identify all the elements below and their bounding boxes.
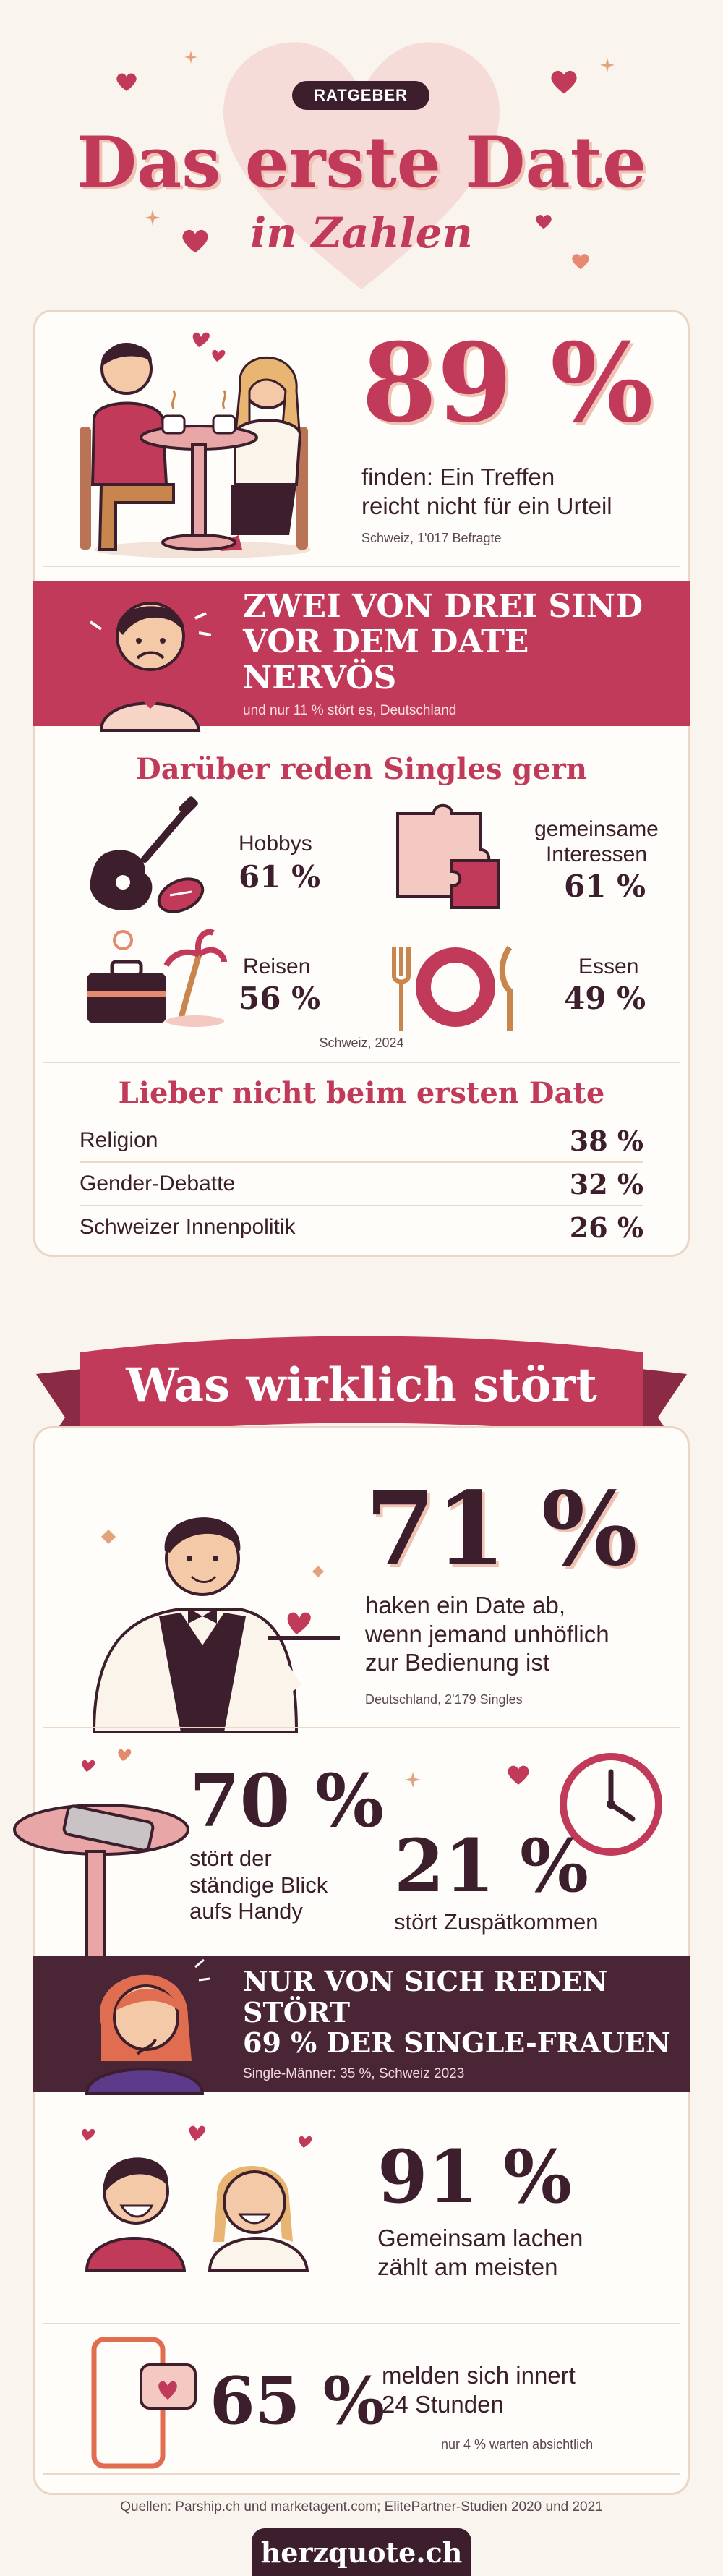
nervous-person-illustration bbox=[89, 602, 212, 732]
sparkle-icon bbox=[405, 1772, 421, 1788]
stat-65-text-line: 24 Stunden bbox=[382, 2390, 504, 2418]
clock-icon bbox=[560, 1753, 662, 1856]
heart-icon bbox=[508, 1765, 529, 1785]
topics-title: Darüber reden Singles gern bbox=[136, 752, 587, 786]
stat-21-text: stört Zuspätkommen bbox=[394, 1909, 599, 1935]
stat-70-text: stört der ständige Blick aufs Handy bbox=[189, 1846, 328, 1925]
avoid-row-value: 38 % bbox=[569, 1124, 643, 1157]
stat-89-text: finden: Ein Treffen reicht nicht für ein… bbox=[362, 463, 612, 520]
self-talk-title-line: 69 % DER SINGLE-FRAUEN bbox=[243, 2026, 671, 2060]
thinking-woman-illustration bbox=[85, 1958, 210, 2095]
divider bbox=[43, 1062, 680, 1063]
stat-65-text: melden sich innert 24 Stunden bbox=[382, 2361, 576, 2418]
stat-65-note: nur 4 % warten absichtlich bbox=[441, 2437, 594, 2452]
stat-70-value: 70 % bbox=[189, 1758, 384, 1843]
topic-label-line: Interessen bbox=[545, 842, 648, 866]
topics-source: Schweiz, 2024 bbox=[319, 1036, 404, 1050]
topic-value-interessen: 61 % bbox=[564, 869, 646, 904]
phone-on-table-illustration bbox=[13, 1749, 189, 1961]
stat-91-text: Gemeinsam lachen zählt am meisten bbox=[377, 2224, 583, 2281]
stat-71-source: Deutschland, 2'179 Singles bbox=[365, 1692, 523, 1707]
plate-cutlery-icon bbox=[392, 945, 513, 1031]
big-heart-icon bbox=[223, 42, 500, 289]
divider bbox=[43, 2323, 680, 2324]
travel-icon bbox=[87, 929, 227, 1027]
stat-89-text-line: finden: Ein Treffen bbox=[362, 464, 555, 490]
banner-title: Was wirklich stört bbox=[126, 1358, 597, 1412]
heart-icon bbox=[551, 70, 577, 94]
topic-value-hobbys: 61 % bbox=[239, 859, 320, 895]
sparkle-icon bbox=[184, 51, 197, 64]
phone-message-icon bbox=[91, 2337, 197, 2469]
avoid-row-label: Religion bbox=[80, 1128, 158, 1152]
self-talk-title-line: NUR VON SICH REDEN STÖRT bbox=[243, 1965, 608, 2029]
self-talk-note: Single-Männer: 35 %, Schweiz 2023 bbox=[243, 2065, 465, 2081]
nervous-title-line: VOR DEM DATE NERVÖS bbox=[243, 623, 529, 696]
brand-badge[interactable]: herzquote.ch bbox=[252, 2528, 471, 2576]
avoid-row-label: Schweizer Innenpolitik bbox=[80, 1215, 296, 1239]
sources: Quellen: Parship.ch und marketagent.com;… bbox=[120, 2499, 603, 2515]
stat-89-value: 89 % bbox=[362, 320, 654, 447]
stat-65-value: 65 % bbox=[210, 2363, 385, 2439]
nervous-title-line: ZWEI VON DREI SIND bbox=[243, 588, 643, 626]
heart-icon bbox=[182, 229, 208, 253]
topic-label-essen: Essen bbox=[578, 955, 639, 978]
stat-70-text-line: aufs Handy bbox=[189, 1898, 303, 1924]
puzzle-icon bbox=[396, 803, 500, 909]
stat-71-text-line: haken ein Date ab, bbox=[365, 1592, 566, 1618]
stat-71-text-line: wenn jemand unhöflich bbox=[365, 1620, 609, 1647]
guitar-icon bbox=[90, 796, 205, 913]
avoid-row-value: 26 % bbox=[569, 1211, 643, 1244]
sparkle-icon bbox=[145, 210, 161, 226]
nervous-note: und nur 11 % stört es, Deutschland bbox=[243, 702, 457, 718]
heart-icon bbox=[536, 215, 552, 229]
laughing-couple-illustration bbox=[82, 2125, 312, 2272]
topic-value-reisen: 56 % bbox=[239, 981, 320, 1016]
avoid-row: Gender-Debatte 32 % bbox=[80, 1166, 643, 1202]
divider bbox=[80, 1205, 643, 1206]
stat-91-text-line: zählt am meisten bbox=[377, 2253, 558, 2280]
stat-91-text-line: Gemeinsam lachen bbox=[377, 2225, 583, 2251]
stat-70-text-line: stört der bbox=[189, 1846, 272, 1871]
avoid-row-label: Gender-Debatte bbox=[80, 1172, 236, 1195]
couple-at-table-illustration bbox=[80, 332, 311, 558]
avoid-row: Schweizer Innenpolitik 26 % bbox=[80, 1209, 643, 1245]
heart-icon bbox=[116, 73, 137, 91]
avoid-row: Religion 38 % bbox=[80, 1122, 643, 1159]
avoid-row-value: 32 % bbox=[569, 1167, 643, 1200]
stat-89-text-line: reicht nicht für ein Urteil bbox=[362, 492, 612, 519]
stat-89-source: Schweiz, 1'017 Befragte bbox=[362, 531, 502, 545]
divider bbox=[80, 1161, 643, 1163]
divider bbox=[43, 2473, 680, 2475]
stat-65-text-line: melden sich innert bbox=[382, 2362, 576, 2389]
sparkle-icon bbox=[600, 58, 615, 72]
avoid-title: Lieber nicht beim ersten Date bbox=[118, 1076, 605, 1110]
divider bbox=[43, 1727, 680, 1728]
topic-label-line: gemeinsame bbox=[534, 817, 659, 841]
divider bbox=[43, 566, 680, 567]
stat-21-value: 21 % bbox=[394, 1823, 589, 1908]
topic-label-reisen: Reisen bbox=[243, 955, 311, 978]
stat-91-value: 91 % bbox=[377, 2134, 572, 2219]
stat-71-text: haken ein Date ab, wenn jemand unhöflich… bbox=[365, 1591, 609, 1677]
waiter-illustration bbox=[92, 1517, 340, 1733]
page-subtitle: in Zahlen bbox=[250, 208, 473, 257]
topic-label-hobbys: Hobbys bbox=[239, 832, 312, 856]
stat-71-text-line: zur Bedienung ist bbox=[365, 1649, 549, 1676]
topic-label-interessen: gemeinsame Interessen bbox=[521, 817, 672, 867]
topic-value-essen: 49 % bbox=[564, 981, 646, 1016]
stat-70-text-line: ständige Blick bbox=[189, 1872, 328, 1898]
page-title: Das erste Date bbox=[76, 121, 647, 203]
category-badge: RATGEBER bbox=[292, 81, 429, 110]
heart-icon bbox=[572, 254, 589, 270]
stat-71-value: 71 % bbox=[365, 1470, 638, 1589]
